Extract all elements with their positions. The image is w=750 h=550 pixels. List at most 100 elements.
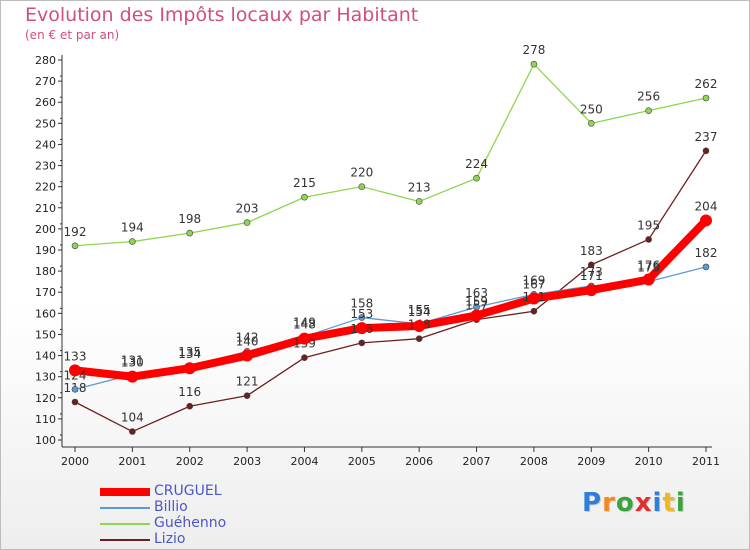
- point-guéhenno: [530, 60, 538, 68]
- y-tick-label: 280: [35, 54, 56, 67]
- logo-letter: P: [582, 488, 603, 518]
- data-label-lizio: 195: [637, 218, 660, 232]
- proxiti-logo: Proxiti: [582, 488, 686, 518]
- data-label-cruguel: 204: [695, 199, 718, 213]
- point-guéhenno: [71, 242, 79, 250]
- legend-label: Guéhenno: [154, 515, 227, 531]
- point-cruguel: [69, 364, 81, 377]
- legend-label: CRUGUEL: [154, 483, 222, 499]
- data-label-billio: 182: [695, 246, 718, 260]
- data-label-guéhenno: 224: [465, 157, 488, 171]
- point-guéhenno: [186, 229, 194, 237]
- y-tick-label: 250: [35, 117, 56, 130]
- y-tick-label: 180: [35, 265, 56, 278]
- data-label-lizio: 237: [695, 130, 718, 144]
- point-guéhenno: [358, 183, 366, 190]
- logo-letter: i: [652, 488, 663, 518]
- point-cruguel: [413, 320, 426, 332]
- y-tick-label: 230: [35, 160, 56, 173]
- legend-swatch: [100, 539, 150, 541]
- data-label-billio: 155: [408, 303, 431, 317]
- point-lizio: [587, 261, 595, 269]
- point-guéhenno: [473, 174, 480, 182]
- data-label-cruguel: 167: [522, 278, 545, 292]
- data-label-cruguel: 148: [293, 318, 316, 332]
- point-lizio: [186, 402, 194, 410]
- point-lizio: [645, 236, 652, 243]
- y-tick-label: 120: [35, 392, 56, 405]
- chart-title: Evolution des Impôts locaux par Habitant: [25, 4, 419, 26]
- point-lizio: [530, 307, 538, 315]
- series-line-guéhenno: [74, 63, 707, 247]
- point-guéhenno: [587, 120, 595, 127]
- y-tick-label: 220: [35, 181, 56, 194]
- data-label-guéhenno: 256: [637, 90, 660, 104]
- x-tick-label: 2011: [692, 455, 720, 468]
- point-guéhenno: [243, 219, 251, 226]
- logo-letter: i: [675, 488, 686, 518]
- point-guéhenno: [301, 193, 308, 201]
- data-label-lizio: 183: [580, 244, 603, 258]
- data-label-guéhenno: 203: [236, 202, 259, 216]
- logo-letter: x: [634, 488, 653, 518]
- data-label-billio: 175: [637, 261, 660, 275]
- point-billio: [702, 263, 710, 271]
- data-label-guéhenno: 198: [178, 212, 201, 226]
- y-tick-label: 160: [35, 307, 56, 320]
- point-guéhenno: [415, 198, 423, 205]
- logo-letter: o: [615, 488, 635, 518]
- point-guéhenno: [702, 94, 710, 102]
- legend-swatch: [100, 507, 150, 509]
- point-billio: [358, 314, 366, 321]
- y-tick-label: 210: [35, 202, 56, 215]
- y-tick-label: 100: [35, 434, 56, 447]
- data-label-billio: 135: [178, 345, 201, 359]
- point-lizio: [702, 147, 710, 155]
- data-label-guéhenno: 278: [522, 43, 545, 57]
- data-label-billio: 142: [236, 330, 259, 344]
- data-label-billio: 173: [580, 265, 603, 279]
- data-label-lizio: 121: [236, 375, 259, 389]
- point-cruguel: [355, 322, 368, 335]
- data-label-billio: 149: [293, 316, 316, 330]
- point-cruguel: [470, 309, 483, 322]
- data-label-guéhenno: 192: [64, 225, 87, 239]
- data-label-cruguel: 171: [580, 269, 603, 283]
- legend-swatch: [100, 523, 150, 525]
- point-lizio: [415, 335, 423, 342]
- point-cruguel: [298, 332, 311, 345]
- point-billio: [71, 386, 79, 393]
- point-lizio: [243, 392, 251, 399]
- data-label-cruguel: 134: [178, 347, 201, 361]
- x-tick-label: 2001: [118, 455, 146, 468]
- y-tick-label: 150: [35, 328, 56, 341]
- data-label-billio: 131: [121, 354, 144, 368]
- point-guéhenno: [645, 107, 652, 114]
- x-tick-label: 2003: [233, 455, 261, 468]
- point-guéhenno: [129, 238, 136, 245]
- data-label-guéhenno: 215: [293, 176, 316, 190]
- data-label-guéhenno: 213: [408, 180, 431, 194]
- data-label-billio: 163: [465, 286, 488, 300]
- point-lizio: [71, 398, 79, 406]
- series-line-lizio: [74, 150, 707, 433]
- x-tick-label: 2008: [520, 455, 548, 468]
- y-tick-label: 110: [35, 413, 56, 426]
- y-tick-label: 240: [35, 138, 56, 151]
- x-tick-label: 2004: [290, 455, 318, 468]
- point-lizio: [129, 428, 136, 435]
- x-tick-label: 2002: [176, 455, 204, 468]
- x-tick-label: 2010: [635, 455, 663, 468]
- point-cruguel: [585, 284, 598, 297]
- data-label-cruguel: 159: [465, 294, 488, 308]
- logo-letter: r: [602, 488, 616, 518]
- x-tick-label: 2009: [577, 455, 605, 468]
- chart-subtitle: (en € et par an): [25, 28, 120, 42]
- x-tick-label: 2006: [405, 455, 433, 468]
- data-label-cruguel: 176: [637, 259, 660, 273]
- point-lizio: [301, 354, 308, 361]
- data-label-billio: 169: [522, 273, 545, 287]
- y-tick-label: 200: [35, 223, 56, 236]
- data-label-cruguel: 153: [350, 307, 373, 321]
